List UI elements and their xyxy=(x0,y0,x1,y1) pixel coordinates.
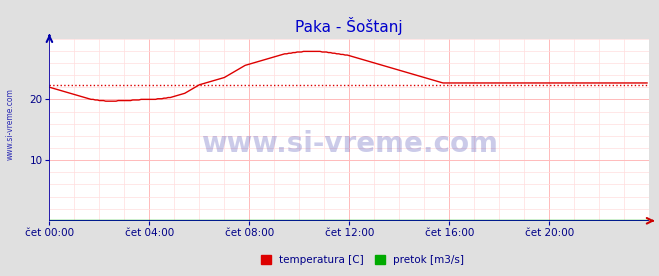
Text: www.si-vreme.com: www.si-vreme.com xyxy=(201,130,498,158)
Title: Paka - Šoštanj: Paka - Šoštanj xyxy=(295,17,403,35)
Legend: temperatura [C], pretok [m3/s]: temperatura [C], pretok [m3/s] xyxy=(258,252,467,268)
Text: www.si-vreme.com: www.si-vreme.com xyxy=(5,88,14,160)
